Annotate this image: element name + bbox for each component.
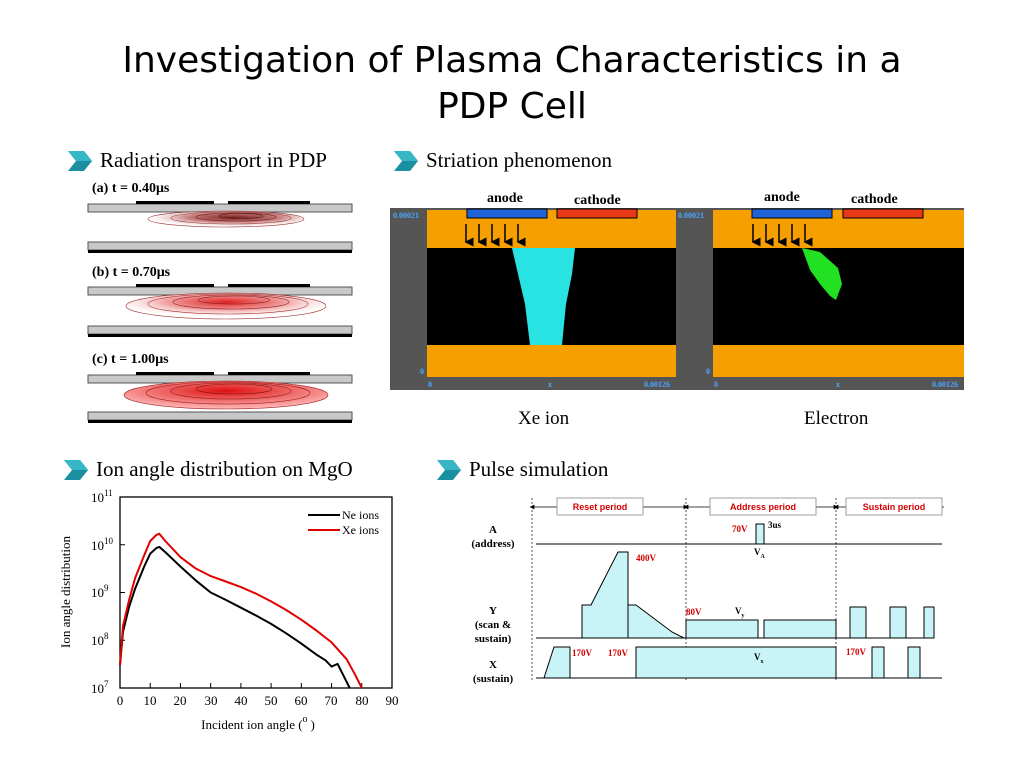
v80-label: 80V bbox=[686, 607, 702, 617]
striation-xmin-right: 0 bbox=[714, 380, 718, 389]
y-tick-label: 108 bbox=[91, 631, 109, 648]
striation-xmid-left: x bbox=[548, 380, 552, 389]
v170-x-label: 170V bbox=[608, 648, 629, 658]
x-tick-label: 40 bbox=[235, 693, 248, 708]
striation-electron-panel bbox=[676, 208, 964, 390]
striation-caption-electron: Electron bbox=[804, 408, 869, 429]
address-period-label: Address period bbox=[730, 502, 796, 512]
y-tick-label: 109 bbox=[91, 583, 109, 600]
x-axis-ticks bbox=[119, 683, 393, 688]
ion-angle-heading: Ion angle distribution on MgO bbox=[62, 457, 353, 482]
reset-period-label: Reset period bbox=[573, 502, 628, 512]
striation-xmax-right: 0.00126 bbox=[932, 380, 958, 389]
chart-plot-frame bbox=[119, 496, 393, 689]
x-tick-label: 10 bbox=[144, 693, 157, 708]
chevron-bullet-icon bbox=[394, 150, 418, 171]
v170-reset-label: 170V bbox=[572, 648, 593, 658]
sustain-period-label: Sustain period bbox=[863, 502, 926, 512]
pulse-heading: Pulse simulation bbox=[435, 457, 608, 482]
x-tick-label: 70 bbox=[325, 693, 338, 708]
period-headers: Reset period Address period Sustain peri… bbox=[529, 497, 944, 516]
radiation-panel-b bbox=[87, 284, 353, 337]
vx-label: Vx bbox=[754, 652, 764, 665]
y-axis-label: Ion angle distribution bbox=[58, 536, 73, 648]
radiation-heading: Radiation transport in PDP bbox=[66, 148, 327, 173]
legend-label-xe: Xe ions bbox=[342, 523, 379, 537]
striation-ymax-left: 0.00021 bbox=[393, 211, 419, 220]
y-tick-label: 1010 bbox=[91, 536, 114, 553]
striation-cathode-label-left: cathode bbox=[574, 193, 621, 208]
chevron-bullet-icon bbox=[437, 459, 461, 480]
striation-anode-label-right: anode bbox=[764, 190, 800, 205]
striation-xmid-right: x bbox=[836, 380, 840, 389]
x-tick-label: 90 bbox=[386, 693, 399, 708]
legend-label-ne: Ne ions bbox=[342, 508, 379, 522]
y-tick-labels: 107 108 109 1010 1011 bbox=[91, 488, 114, 696]
y-tick-label: 107 bbox=[91, 679, 109, 696]
series-lines bbox=[119, 532, 363, 689]
vy-label: Vy bbox=[735, 606, 745, 619]
row-label-y-2: (scan & bbox=[475, 619, 511, 631]
sustain-waveform bbox=[536, 646, 942, 679]
row-label-x-1: X bbox=[489, 659, 497, 671]
radiation-panel-a bbox=[87, 201, 353, 253]
x-tick-label: 50 bbox=[265, 693, 278, 708]
striation-heading: Striation phenomenon bbox=[392, 148, 612, 173]
va-label: VA bbox=[754, 547, 766, 560]
striation-cathode-label-right: cathode bbox=[851, 192, 898, 207]
chart-legend: Ne ions Xe ions bbox=[308, 508, 379, 537]
row-label-x-2: (sustain) bbox=[473, 673, 514, 685]
x-tick-labels: 0 10 20 30 40 50 60 70 80 90 bbox=[117, 693, 399, 708]
slide-title-line1: Investigation of Plasma Characteristics … bbox=[122, 40, 902, 81]
row-label-y-1: Y bbox=[489, 605, 497, 617]
ne-ions-line bbox=[119, 545, 351, 689]
radiation-panels-figure bbox=[87, 201, 353, 423]
chevron-bullet-icon bbox=[68, 150, 92, 171]
pulse-heading-text: Pulse simulation bbox=[469, 457, 609, 481]
ion-angle-chart: Ne ions Xe ions 107 108 109 1010 1011 0 … bbox=[58, 488, 399, 732]
radiation-panel-c-label: (c) t = 1.00μs bbox=[92, 352, 169, 367]
chevron-bullet-icon bbox=[64, 459, 88, 480]
striation-caption-ion: Xe ion bbox=[518, 408, 570, 429]
us3-label: 3us bbox=[768, 520, 782, 530]
x-tick-label: 30 bbox=[205, 693, 218, 708]
x-axis-label: Incident ion angle (o) bbox=[201, 714, 315, 732]
striation-figure: anode cathode anode cathode 0.00021 0 0 … bbox=[390, 190, 964, 390]
striation-ion-panel bbox=[390, 208, 676, 390]
v70-label: 70V bbox=[732, 524, 748, 534]
striation-heading-text: Striation phenomenon bbox=[426, 148, 613, 172]
scan-waveform bbox=[536, 551, 935, 639]
x-tick-label: 60 bbox=[295, 693, 308, 708]
x-tick-label: 80 bbox=[356, 693, 369, 708]
striation-anode-label-left: anode bbox=[487, 191, 523, 206]
voltage-annotations: 70V 3us VA 400V 80V Vy 170V 170V Vx 170V bbox=[572, 520, 867, 665]
x-tick-label: 0 bbox=[117, 693, 124, 708]
x-tick-label: 20 bbox=[174, 693, 187, 708]
pulse-diagram: Reset period Address period Sustain peri… bbox=[471, 497, 944, 685]
slide-title-line2: PDP Cell bbox=[437, 86, 587, 127]
radiation-panel-b-label: (b) t = 0.70μs bbox=[92, 265, 171, 280]
row-label-a-2: (address) bbox=[471, 538, 515, 550]
striation-ymax-right: 0.00021 bbox=[678, 211, 704, 220]
radiation-heading-text: Radiation transport in PDP bbox=[100, 148, 327, 172]
row-label-y-3: sustain) bbox=[475, 633, 512, 645]
ion-angle-heading-text: Ion angle distribution on MgO bbox=[96, 457, 353, 481]
v400-label: 400V bbox=[636, 553, 657, 563]
radiation-panel-c bbox=[87, 372, 353, 423]
row-labels: A (address) Y (scan & sustain) X (sustai… bbox=[471, 524, 515, 685]
striation-ymin-left: 0 bbox=[420, 367, 424, 376]
xe-ions-line bbox=[119, 532, 363, 689]
radiation-panel-a-label: (a) t = 0.40μs bbox=[92, 181, 170, 196]
row-label-a-1: A bbox=[489, 524, 497, 536]
striation-xmin-left: 0 bbox=[428, 380, 432, 389]
v170-sustain-label: 170V bbox=[846, 647, 867, 657]
slide-title: Investigation of Plasma Characteristics … bbox=[0, 38, 1024, 130]
address-waveform bbox=[536, 523, 942, 545]
striation-xmax-left: 0.00126 bbox=[644, 380, 670, 389]
y-tick-label: 1011 bbox=[91, 488, 113, 505]
striation-ymin-right: 0 bbox=[706, 367, 710, 376]
